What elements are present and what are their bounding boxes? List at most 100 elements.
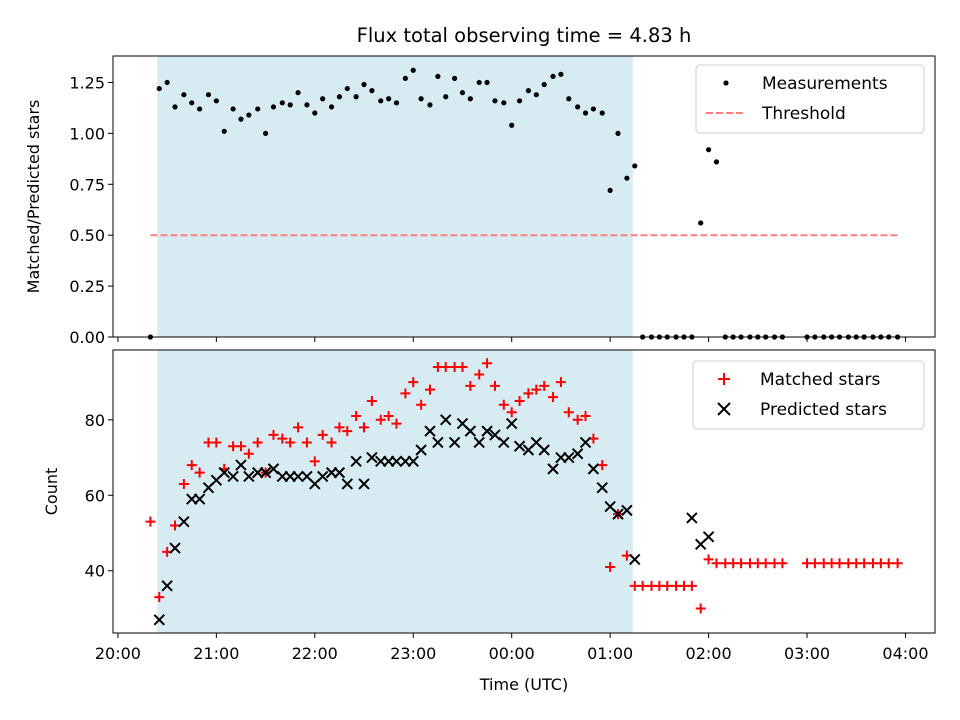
matched-star-point — [194, 467, 205, 478]
measurement-point — [435, 73, 441, 79]
matched-star-point — [637, 580, 648, 591]
legend-top: Measurements Threshold — [695, 64, 925, 134]
predicted-star-point — [333, 466, 346, 479]
predicted-star-point — [259, 466, 272, 479]
measurement-point — [255, 106, 261, 112]
matched-star-point — [686, 580, 697, 591]
measurement-point — [632, 163, 638, 169]
matched-star-point — [883, 558, 894, 569]
matched-star-point — [548, 392, 559, 403]
legend-bottom: Matched stars Predicted stars — [692, 360, 925, 430]
measurement-point — [582, 110, 589, 116]
predicted-star-point — [390, 455, 403, 468]
legend-matched-label: Matched stars — [760, 370, 880, 390]
predicted-star-point — [629, 553, 641, 566]
predicted-star-point — [235, 459, 247, 471]
matched-star-point — [317, 429, 328, 440]
matched-star-point — [277, 433, 288, 444]
predicted-star-point — [579, 436, 592, 449]
measurement-point — [467, 96, 473, 102]
bottom-y-axis-label: Count — [42, 468, 61, 516]
predicted-star-point — [587, 463, 600, 475]
predicted-star-point — [415, 444, 427, 456]
measurement-point — [378, 98, 384, 104]
matched-star-point — [342, 426, 353, 437]
matched-star-point — [408, 377, 419, 388]
top-axes-frame — [112, 55, 936, 338]
predicted-star-point — [161, 580, 173, 592]
matched-star-point — [572, 414, 583, 425]
measurement-point — [410, 67, 416, 73]
matched-star-point — [366, 395, 377, 406]
count-points — [145, 358, 903, 626]
measurement-point — [393, 100, 400, 106]
predicted-star-point — [571, 448, 584, 460]
measurement-point — [541, 81, 547, 88]
y-tick-label: 80 — [85, 411, 105, 430]
measurement-point — [287, 102, 293, 108]
x-tick-label: 03:00 — [784, 644, 830, 663]
predicted-star-point — [341, 478, 354, 490]
matched-star-point — [243, 448, 254, 459]
matched-star-point — [809, 558, 820, 569]
matched-star-point — [555, 377, 566, 388]
measurement-point — [164, 79, 170, 86]
x-tick-label: 20:00 — [95, 644, 141, 663]
predicted-star-point — [178, 515, 190, 528]
matched-star-point — [834, 558, 845, 569]
measurement-point — [713, 159, 720, 165]
predicted-star-point — [350, 455, 362, 468]
measurement-point — [304, 102, 310, 108]
measurement-point — [369, 88, 375, 94]
x-tick-label: 22:00 — [292, 644, 338, 663]
measurement-point — [492, 98, 498, 104]
legend-predicted-marker — [717, 402, 731, 416]
measurement-point — [238, 116, 244, 122]
matched-star-point — [400, 388, 411, 399]
predicted-star-point — [686, 512, 698, 524]
matched-star-point — [489, 380, 500, 391]
matched-star-point — [605, 561, 616, 572]
x-tick-label: 02:00 — [686, 644, 732, 663]
measurement-point — [262, 130, 269, 136]
y-tick-label: 0.00 — [69, 328, 105, 347]
measurement-point — [402, 75, 408, 81]
predicted-star-point — [505, 417, 518, 430]
measurement-point — [295, 90, 301, 96]
bottom-axes-frame — [112, 349, 936, 634]
matched-star-point — [440, 361, 451, 372]
legend-top-box — [695, 64, 925, 134]
y-tick-label: 60 — [85, 486, 105, 505]
matched-star-point — [859, 558, 870, 569]
matched-star-point — [334, 422, 345, 433]
measurement-point — [599, 110, 605, 116]
measurement-point — [607, 187, 613, 193]
matched-star-point — [457, 361, 468, 372]
matched-star-point — [359, 422, 370, 433]
measurement-point — [320, 96, 326, 102]
measurement-point — [501, 100, 507, 106]
predicted-star-point — [612, 508, 624, 520]
legend-measurements-marker — [723, 80, 729, 86]
x-tick-label: 01:00 — [587, 644, 633, 663]
matched-star-point — [482, 358, 493, 369]
matched-star-point — [170, 520, 181, 531]
legend-predicted-label: Predicted stars — [760, 400, 887, 420]
measurement-point — [189, 100, 195, 106]
measurement-point — [615, 130, 621, 136]
y-tick-label: 40 — [85, 562, 105, 581]
predicted-star-point — [243, 470, 255, 483]
y-tick-label: 0.50 — [69, 226, 105, 245]
y-tick-label: 1.25 — [69, 73, 105, 92]
measurement-point — [312, 110, 318, 116]
matched-star-point — [268, 429, 279, 440]
measurement-point — [361, 81, 367, 88]
measurement-point — [509, 122, 515, 128]
measurement-point — [698, 220, 704, 226]
matched-star-point — [383, 411, 394, 422]
matched-star-point — [375, 414, 386, 425]
matched-star-point — [465, 380, 476, 391]
measurement-point — [418, 96, 424, 102]
measurement-point — [443, 94, 449, 100]
